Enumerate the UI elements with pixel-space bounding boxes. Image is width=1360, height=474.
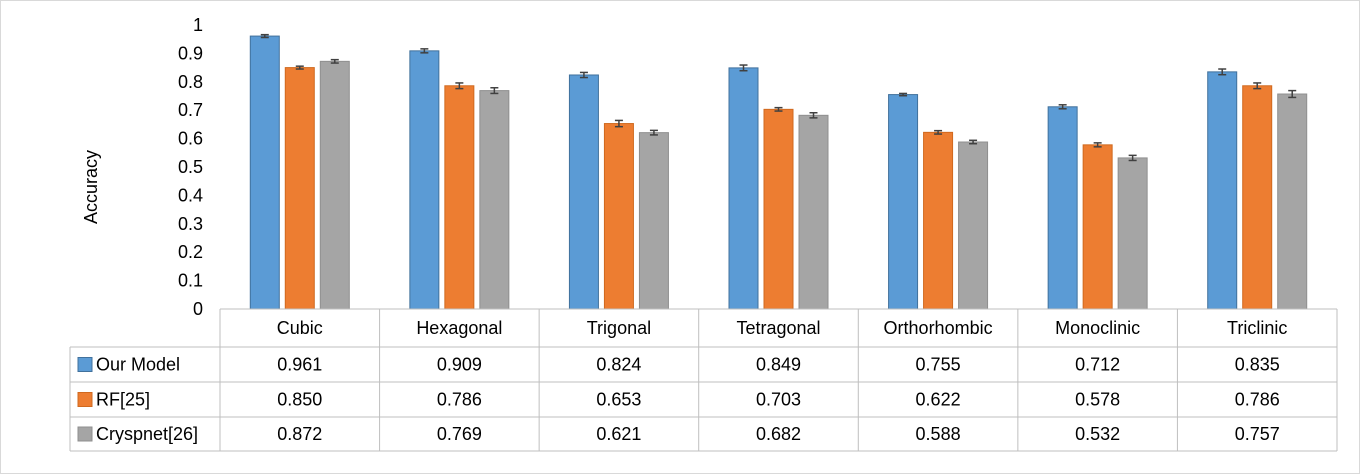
y-tick-label: 0.3 bbox=[178, 214, 203, 234]
bar bbox=[798, 114, 829, 310]
data-label: 0.786 bbox=[1235, 390, 1280, 410]
bar bbox=[409, 50, 440, 310]
data-label: 0.682 bbox=[756, 424, 801, 444]
y-tick-label: 0.5 bbox=[178, 157, 203, 177]
y-axis-label: Accuracy bbox=[81, 150, 101, 224]
category-label: Monoclinic bbox=[1055, 318, 1140, 338]
bar bbox=[1242, 85, 1273, 310]
bar bbox=[1117, 157, 1148, 310]
bar bbox=[319, 60, 350, 310]
data-label: 0.712 bbox=[1075, 355, 1120, 375]
data-label: 0.653 bbox=[596, 390, 641, 410]
legend-swatch bbox=[77, 357, 93, 372]
data-label: 0.757 bbox=[1235, 424, 1280, 444]
bar bbox=[603, 123, 634, 310]
data-label: 0.909 bbox=[437, 355, 482, 375]
y-tick-label: 0.1 bbox=[178, 271, 203, 291]
data-label: 0.703 bbox=[756, 390, 801, 410]
data-label: 0.621 bbox=[596, 424, 641, 444]
legend-swatch bbox=[77, 426, 93, 442]
category-label: Hexagonal bbox=[416, 318, 502, 338]
data-label: 0.588 bbox=[916, 424, 961, 444]
legend-label: Our Model bbox=[96, 355, 180, 375]
bar bbox=[1277, 93, 1308, 310]
y-tick-label: 0.7 bbox=[178, 100, 203, 120]
bar bbox=[923, 131, 954, 310]
data-label: 0.872 bbox=[277, 424, 322, 444]
category-label: Cubic bbox=[277, 318, 323, 338]
bar bbox=[479, 90, 510, 310]
legend-swatch bbox=[77, 392, 93, 407]
data-label: 0.850 bbox=[277, 390, 322, 410]
y-tick-label: 0 bbox=[193, 299, 203, 319]
data-label: 0.961 bbox=[277, 355, 322, 375]
bar bbox=[888, 94, 919, 310]
bar bbox=[763, 108, 794, 310]
bar bbox=[728, 67, 759, 310]
data-label: 0.835 bbox=[1235, 355, 1280, 375]
y-tick-label: 0.6 bbox=[178, 129, 203, 149]
y-tick-label: 1 bbox=[193, 15, 203, 35]
bar bbox=[284, 67, 315, 310]
bar bbox=[1047, 106, 1078, 310]
y-tick-label: 0.9 bbox=[178, 43, 203, 63]
bar bbox=[1082, 144, 1113, 310]
category-label: Trigonal bbox=[587, 318, 651, 338]
data-label: 0.849 bbox=[756, 355, 801, 375]
bar bbox=[638, 132, 669, 310]
category-label: Orthorhombic bbox=[884, 318, 993, 338]
category-label: Tetragonal bbox=[736, 318, 820, 338]
y-tick-label: 0.4 bbox=[178, 185, 203, 205]
data-label: 0.755 bbox=[916, 355, 961, 375]
bar bbox=[249, 35, 280, 310]
data-label: 0.578 bbox=[1075, 390, 1120, 410]
data-label: 0.622 bbox=[916, 390, 961, 410]
data-label: 0.769 bbox=[437, 424, 482, 444]
data-label: 0.532 bbox=[1075, 424, 1120, 444]
legend-label: Cryspnet[26] bbox=[96, 424, 198, 444]
bar bbox=[1207, 71, 1238, 310]
data-label: 0.786 bbox=[437, 390, 482, 410]
y-tick-label: 0.2 bbox=[178, 242, 203, 262]
bar bbox=[958, 141, 989, 310]
category-label: Triclinic bbox=[1227, 318, 1287, 338]
bar bbox=[444, 85, 475, 310]
y-tick-label: 0.8 bbox=[178, 72, 203, 92]
data-label: 0.824 bbox=[596, 355, 641, 375]
legend-label: RF[25] bbox=[96, 390, 150, 410]
bar bbox=[568, 74, 599, 310]
